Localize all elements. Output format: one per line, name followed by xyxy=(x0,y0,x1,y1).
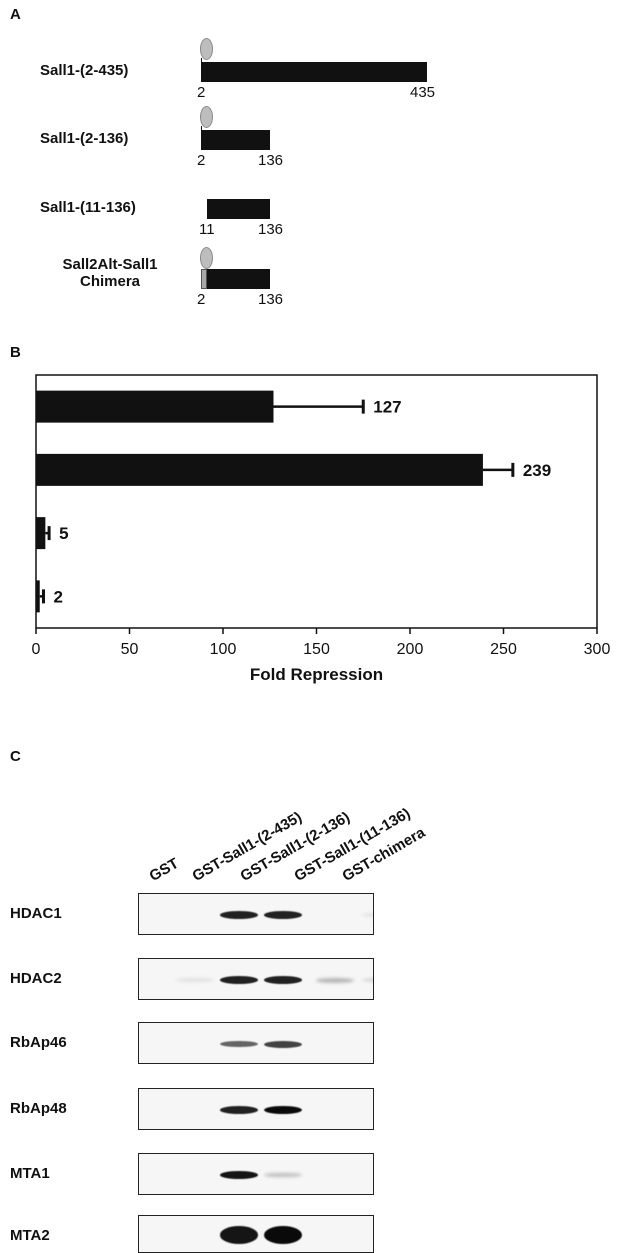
blot-hdac2 xyxy=(138,958,374,1000)
x-tick-label-1: 50 xyxy=(121,641,139,658)
end-position-3: 136 xyxy=(258,221,284,238)
band-4 xyxy=(362,912,373,918)
construct-bar-2 xyxy=(202,130,270,150)
blot-label-2: RbAp46 xyxy=(10,1034,67,1051)
blot-hdac1 xyxy=(138,893,374,935)
band-2 xyxy=(264,1226,302,1244)
x-tick-label-3: 150 xyxy=(303,641,330,658)
construct-label-2: Sall1-(2-136) xyxy=(40,130,129,147)
start-position-2: 2 xyxy=(197,152,206,169)
band-2 xyxy=(264,1172,302,1178)
value-label-1: 239 xyxy=(523,461,551,480)
sall2-segment xyxy=(201,269,207,289)
start-tick xyxy=(201,126,202,150)
blot-label-4: MTA1 xyxy=(10,1165,50,1182)
construct-bar-4 xyxy=(207,269,270,289)
blot-mta1 xyxy=(138,1153,374,1195)
panel-a-letter: A xyxy=(10,6,21,23)
construct-label-1: Sall1-(2-435) xyxy=(40,62,129,79)
band-1 xyxy=(220,1040,258,1048)
blot-rbap46 xyxy=(138,1022,374,1064)
blot-rbap48 xyxy=(138,1088,374,1130)
band-1 xyxy=(220,911,258,919)
x-tick-label-0: 0 xyxy=(32,641,41,658)
construct-bar-3 xyxy=(207,199,270,219)
end-position-4: 136 xyxy=(258,291,284,308)
construct-label-4: Sall2Alt-Sall1 Chimera xyxy=(40,256,180,290)
blot-label-0: HDAC1 xyxy=(10,905,62,922)
panel-c-letter: C xyxy=(10,748,21,765)
band-0 xyxy=(176,977,214,983)
domain-oval-icon xyxy=(200,38,213,60)
band-2 xyxy=(264,1040,302,1048)
domain-oval-icon xyxy=(200,106,213,128)
start-position-4: 2 xyxy=(197,291,206,308)
value-label-3: 2 xyxy=(53,587,62,606)
start-position-1: 2 xyxy=(197,84,206,101)
blot-mta2 xyxy=(138,1215,374,1253)
band-1 xyxy=(220,976,258,984)
fold-repression-chart: 127 239 5 2 0 50 100 150 200 250 300 Fold Repressio… xyxy=(32,374,611,684)
x-tick-label-5: 250 xyxy=(490,641,517,658)
bar-0 xyxy=(36,390,274,423)
x-tick-label-4: 200 xyxy=(397,641,424,658)
start-tick xyxy=(201,58,202,82)
bar-3 xyxy=(36,580,40,613)
band-2 xyxy=(264,976,302,984)
band-1 xyxy=(220,1106,258,1114)
domain-oval-icon xyxy=(200,247,213,269)
lane-label-0: GST xyxy=(146,854,182,885)
blot-label-3: RbAp48 xyxy=(10,1100,67,1117)
bar-2 xyxy=(36,517,46,550)
x-tick-label-6: 300 xyxy=(584,641,611,658)
construct-label-4-line-2: Chimera xyxy=(79,273,141,290)
band-3 xyxy=(316,977,354,983)
end-position-1: 435 xyxy=(410,84,436,101)
construct-label-3: Sall1-(11-136) xyxy=(40,199,136,216)
construct-label-4-line-1: Sall2Alt-Sall1 xyxy=(62,256,158,273)
band-1 xyxy=(220,1171,258,1179)
x-axis-label: Fold Repression xyxy=(250,665,383,684)
panel-b-letter: B xyxy=(10,344,21,361)
band-2 xyxy=(264,1106,302,1114)
blot-label-1: HDAC2 xyxy=(10,970,62,987)
x-tick-label-2: 100 xyxy=(210,641,237,658)
start-position-3: 11 xyxy=(199,221,215,238)
blot-label-5: MTA2 xyxy=(10,1227,50,1244)
band-2 xyxy=(264,911,302,919)
band-4 xyxy=(362,977,373,983)
bar-1 xyxy=(36,453,483,486)
value-label-2: 5 xyxy=(59,524,68,543)
construct-bar-1 xyxy=(202,62,427,82)
end-position-2: 136 xyxy=(258,152,284,169)
band-1 xyxy=(220,1226,258,1244)
value-label-0: 127 xyxy=(373,398,401,417)
